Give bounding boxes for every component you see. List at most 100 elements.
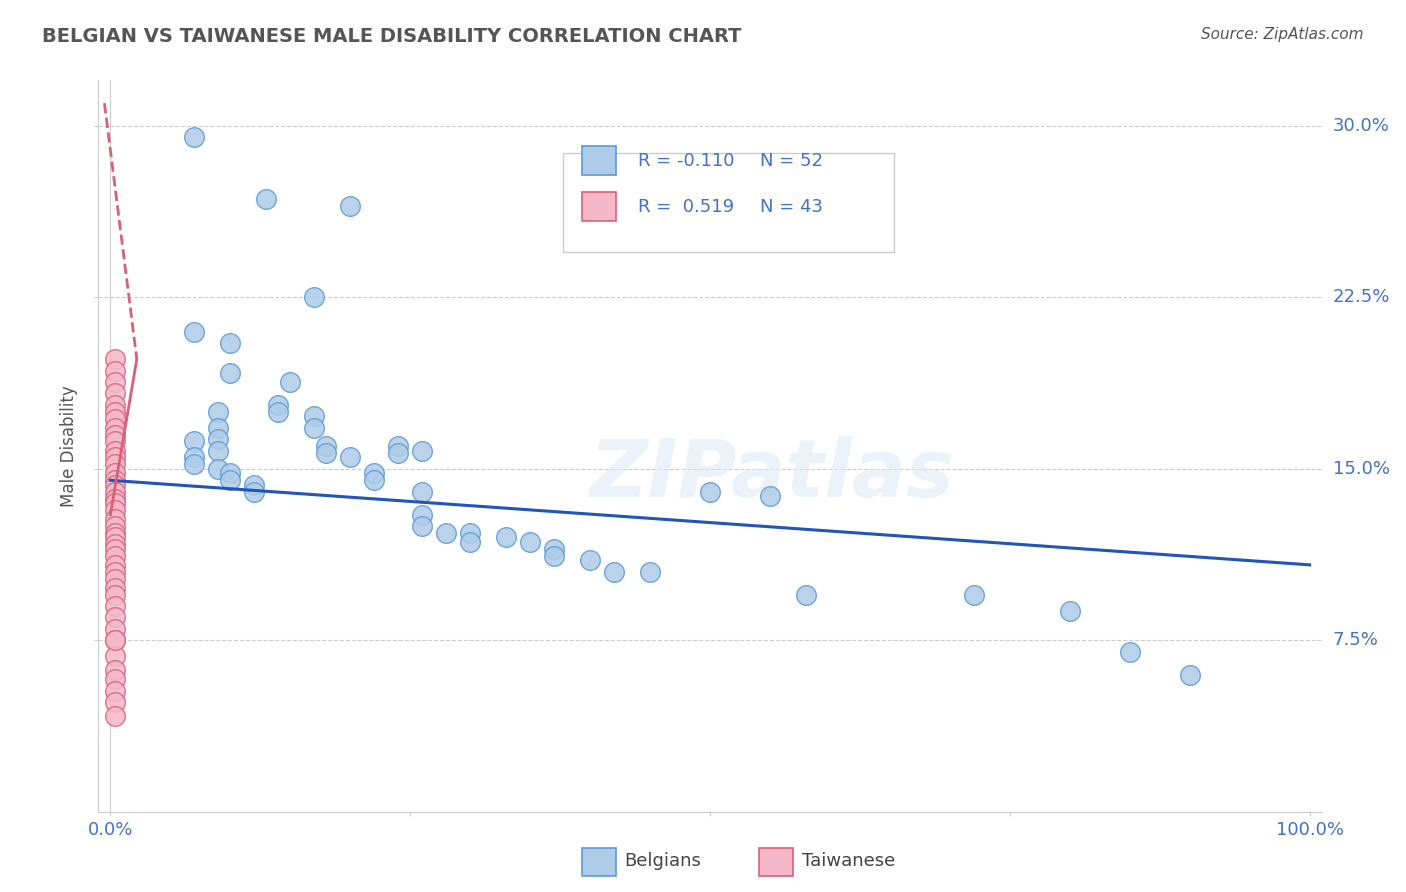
Point: [104, 484, 127, 499]
Point: [104, 610, 127, 624]
Point: [207, 462, 229, 476]
Point: [104, 375, 127, 389]
Point: [104, 622, 127, 636]
Point: [104, 491, 127, 506]
Y-axis label: Male Disability: Male Disability: [60, 385, 79, 507]
Point: [411, 508, 433, 522]
Text: N = 52: N = 52: [761, 152, 823, 169]
Point: [183, 130, 205, 145]
FancyBboxPatch shape: [564, 153, 894, 252]
Text: 30.0%: 30.0%: [1333, 117, 1389, 135]
Point: [104, 512, 127, 526]
Point: [104, 708, 127, 723]
Point: [267, 398, 290, 412]
Point: [104, 363, 127, 377]
Point: [104, 549, 127, 563]
Text: N = 43: N = 43: [761, 198, 823, 216]
Point: [363, 467, 385, 481]
Bar: [582, 146, 616, 176]
Text: BELGIAN VS TAIWANESE MALE DISABILITY CORRELATION CHART: BELGIAN VS TAIWANESE MALE DISABILITY COR…: [42, 27, 742, 45]
Point: [183, 450, 205, 465]
Point: [304, 290, 326, 304]
Point: [387, 446, 409, 460]
Bar: [582, 848, 616, 876]
Text: R =  0.519: R = 0.519: [638, 198, 734, 216]
Point: [104, 420, 127, 434]
Text: 15.0%: 15.0%: [1333, 460, 1389, 478]
Point: [104, 386, 127, 401]
Point: [1059, 603, 1081, 617]
Point: [104, 519, 127, 533]
Point: [104, 663, 127, 677]
Point: [104, 558, 127, 572]
Text: ZIPatlas: ZIPatlas: [589, 436, 953, 515]
Point: [267, 405, 290, 419]
Point: [304, 420, 326, 434]
Point: [963, 588, 986, 602]
Point: [339, 199, 361, 213]
Point: [183, 434, 205, 449]
Point: [219, 467, 242, 481]
Point: [104, 572, 127, 586]
Point: [411, 484, 433, 499]
Point: [207, 420, 229, 434]
Point: [104, 599, 127, 613]
Point: [104, 503, 127, 517]
Point: [638, 565, 661, 579]
Point: [104, 695, 127, 709]
Point: [339, 450, 361, 465]
Bar: [759, 848, 793, 876]
Point: [1119, 645, 1142, 659]
Point: [759, 489, 782, 503]
Point: [387, 439, 409, 453]
Point: [104, 588, 127, 602]
Point: [304, 409, 326, 424]
Point: [104, 683, 127, 698]
Point: [104, 565, 127, 579]
Point: [104, 633, 127, 648]
Point: [104, 478, 127, 492]
Point: [207, 443, 229, 458]
Point: [104, 672, 127, 686]
Point: [104, 443, 127, 458]
Point: [363, 473, 385, 487]
Point: [183, 458, 205, 472]
Point: [579, 553, 602, 567]
Bar: [582, 192, 616, 221]
Point: [495, 530, 517, 544]
Point: [207, 432, 229, 446]
Point: [104, 405, 127, 419]
Point: [411, 443, 433, 458]
Point: [219, 366, 242, 380]
Point: [219, 336, 242, 351]
Point: [458, 525, 481, 540]
Point: [543, 541, 565, 556]
Point: [104, 427, 127, 442]
Point: [699, 484, 721, 499]
Text: Source: ZipAtlas.com: Source: ZipAtlas.com: [1201, 27, 1364, 42]
Text: 7.5%: 7.5%: [1333, 632, 1379, 649]
Point: [278, 375, 301, 389]
Point: [104, 530, 127, 544]
Point: [104, 434, 127, 449]
Text: Taiwanese: Taiwanese: [801, 853, 896, 871]
Point: [104, 525, 127, 540]
Point: [104, 633, 127, 648]
Text: Belgians: Belgians: [624, 853, 702, 871]
Point: [104, 467, 127, 481]
Point: [315, 439, 337, 453]
Point: [207, 405, 229, 419]
Point: [104, 450, 127, 465]
Point: [104, 352, 127, 367]
Point: [104, 537, 127, 551]
Point: [434, 525, 457, 540]
Point: [104, 541, 127, 556]
Point: [104, 458, 127, 472]
Point: [519, 535, 541, 549]
Point: [219, 473, 242, 487]
Point: [243, 478, 266, 492]
Point: [411, 519, 433, 533]
Point: [104, 649, 127, 664]
Point: [104, 473, 127, 487]
Point: [243, 484, 266, 499]
